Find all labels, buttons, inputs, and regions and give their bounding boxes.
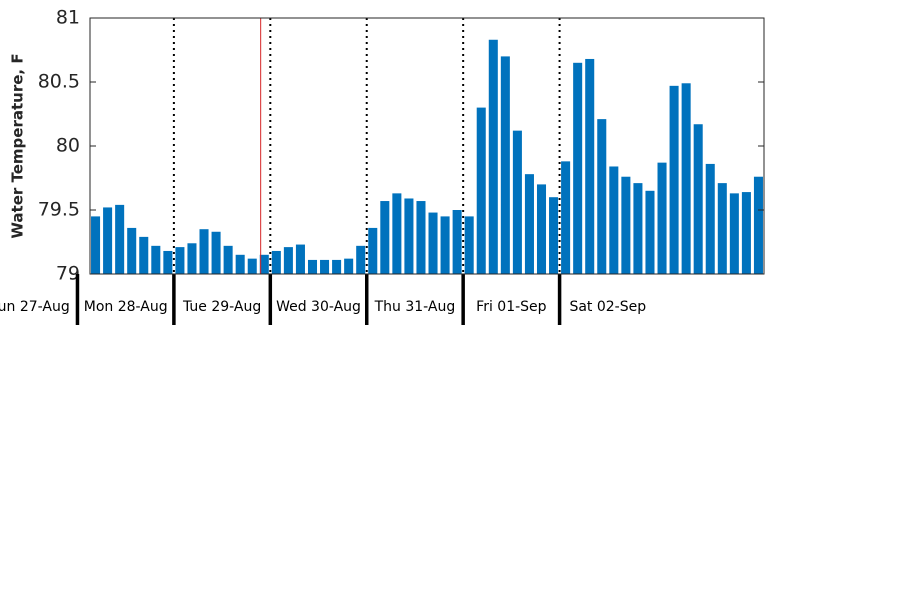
bar — [247, 258, 257, 274]
bar — [464, 216, 474, 274]
bar — [199, 229, 209, 274]
bar — [91, 216, 101, 274]
y-axis-label: Water Temperature, F — [9, 53, 27, 238]
x-tick-label: Thu 31-Aug — [374, 299, 456, 315]
bar — [657, 162, 667, 274]
bar — [753, 176, 763, 274]
bar — [151, 245, 161, 274]
bar — [175, 247, 185, 274]
bar — [681, 83, 691, 274]
x-tick-label: Fri 01-Sep — [476, 299, 546, 315]
bar — [669, 85, 679, 274]
bar — [621, 176, 631, 274]
bar — [536, 184, 547, 274]
x-tick-label: Wed 30-Aug — [276, 299, 361, 315]
bar — [549, 197, 559, 274]
bar — [500, 56, 510, 275]
bar — [115, 204, 125, 274]
plot-frame — [89, 17, 765, 275]
bar — [440, 216, 450, 274]
x-tick-label: Mon 28-Aug — [84, 299, 168, 315]
y-tick-label: 80.5 — [38, 71, 80, 93]
bar — [332, 259, 342, 274]
bar — [573, 62, 583, 274]
bar — [705, 163, 715, 274]
bar — [404, 198, 414, 274]
bar — [416, 201, 426, 274]
bar — [259, 254, 269, 274]
bar — [452, 210, 462, 274]
bar — [585, 58, 595, 275]
bar — [103, 207, 113, 274]
bar — [717, 183, 727, 274]
y-tick-label: 81 — [56, 7, 80, 29]
x-tick-label: Tue 29-Aug — [182, 299, 261, 315]
bar — [139, 236, 149, 274]
bar — [524, 174, 534, 274]
bar — [163, 250, 173, 274]
bar — [428, 212, 438, 274]
bar — [741, 192, 751, 274]
bar — [597, 119, 607, 275]
bar — [187, 243, 197, 274]
bar — [476, 107, 486, 274]
bar — [356, 245, 366, 274]
bar — [512, 130, 522, 274]
y-tick-label: 79.5 — [38, 199, 80, 221]
bar — [235, 254, 245, 274]
bar — [223, 245, 233, 274]
bar — [271, 250, 281, 274]
bar — [307, 259, 318, 274]
bar — [633, 183, 643, 274]
bar — [283, 247, 293, 274]
bar — [368, 227, 378, 274]
bar — [295, 244, 305, 274]
bar — [392, 193, 402, 274]
bar — [561, 161, 571, 274]
bar — [488, 39, 498, 275]
x-tick-label: Sun 27-Aug — [0, 299, 70, 315]
bar — [320, 259, 330, 274]
bar — [344, 258, 354, 274]
bar — [211, 231, 221, 274]
bar — [645, 190, 655, 274]
bar — [729, 193, 739, 274]
y-tick-label: 79 — [56, 263, 80, 285]
bar — [380, 201, 390, 274]
y-tick-label: 80 — [56, 135, 80, 157]
bar — [609, 166, 619, 274]
bar — [693, 124, 703, 275]
bar — [127, 227, 137, 274]
x-tick-label: Sat 02-Sep — [569, 299, 646, 315]
